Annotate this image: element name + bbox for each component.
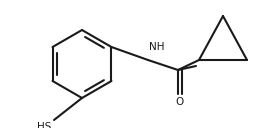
Text: HS: HS <box>37 122 51 128</box>
Text: O: O <box>176 97 184 107</box>
Text: NH: NH <box>149 42 164 52</box>
